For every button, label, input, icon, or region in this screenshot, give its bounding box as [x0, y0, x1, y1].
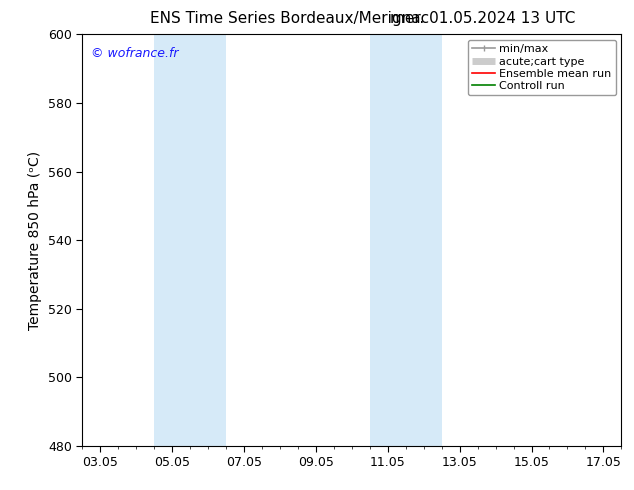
- Text: © wofrance.fr: © wofrance.fr: [91, 47, 178, 60]
- Bar: [154, 34, 226, 446]
- Bar: [370, 34, 442, 446]
- Text: ENS Time Series Bordeaux/Merignac: ENS Time Series Bordeaux/Merignac: [150, 11, 429, 26]
- Legend: min/max, acute;cart type, Ensemble mean run, Controll run: min/max, acute;cart type, Ensemble mean …: [468, 40, 616, 96]
- Y-axis label: Temperature 850 hPa (ᵒC): Temperature 850 hPa (ᵒC): [29, 150, 42, 330]
- Text: mer. 01.05.2024 13 UTC: mer. 01.05.2024 13 UTC: [390, 11, 575, 26]
